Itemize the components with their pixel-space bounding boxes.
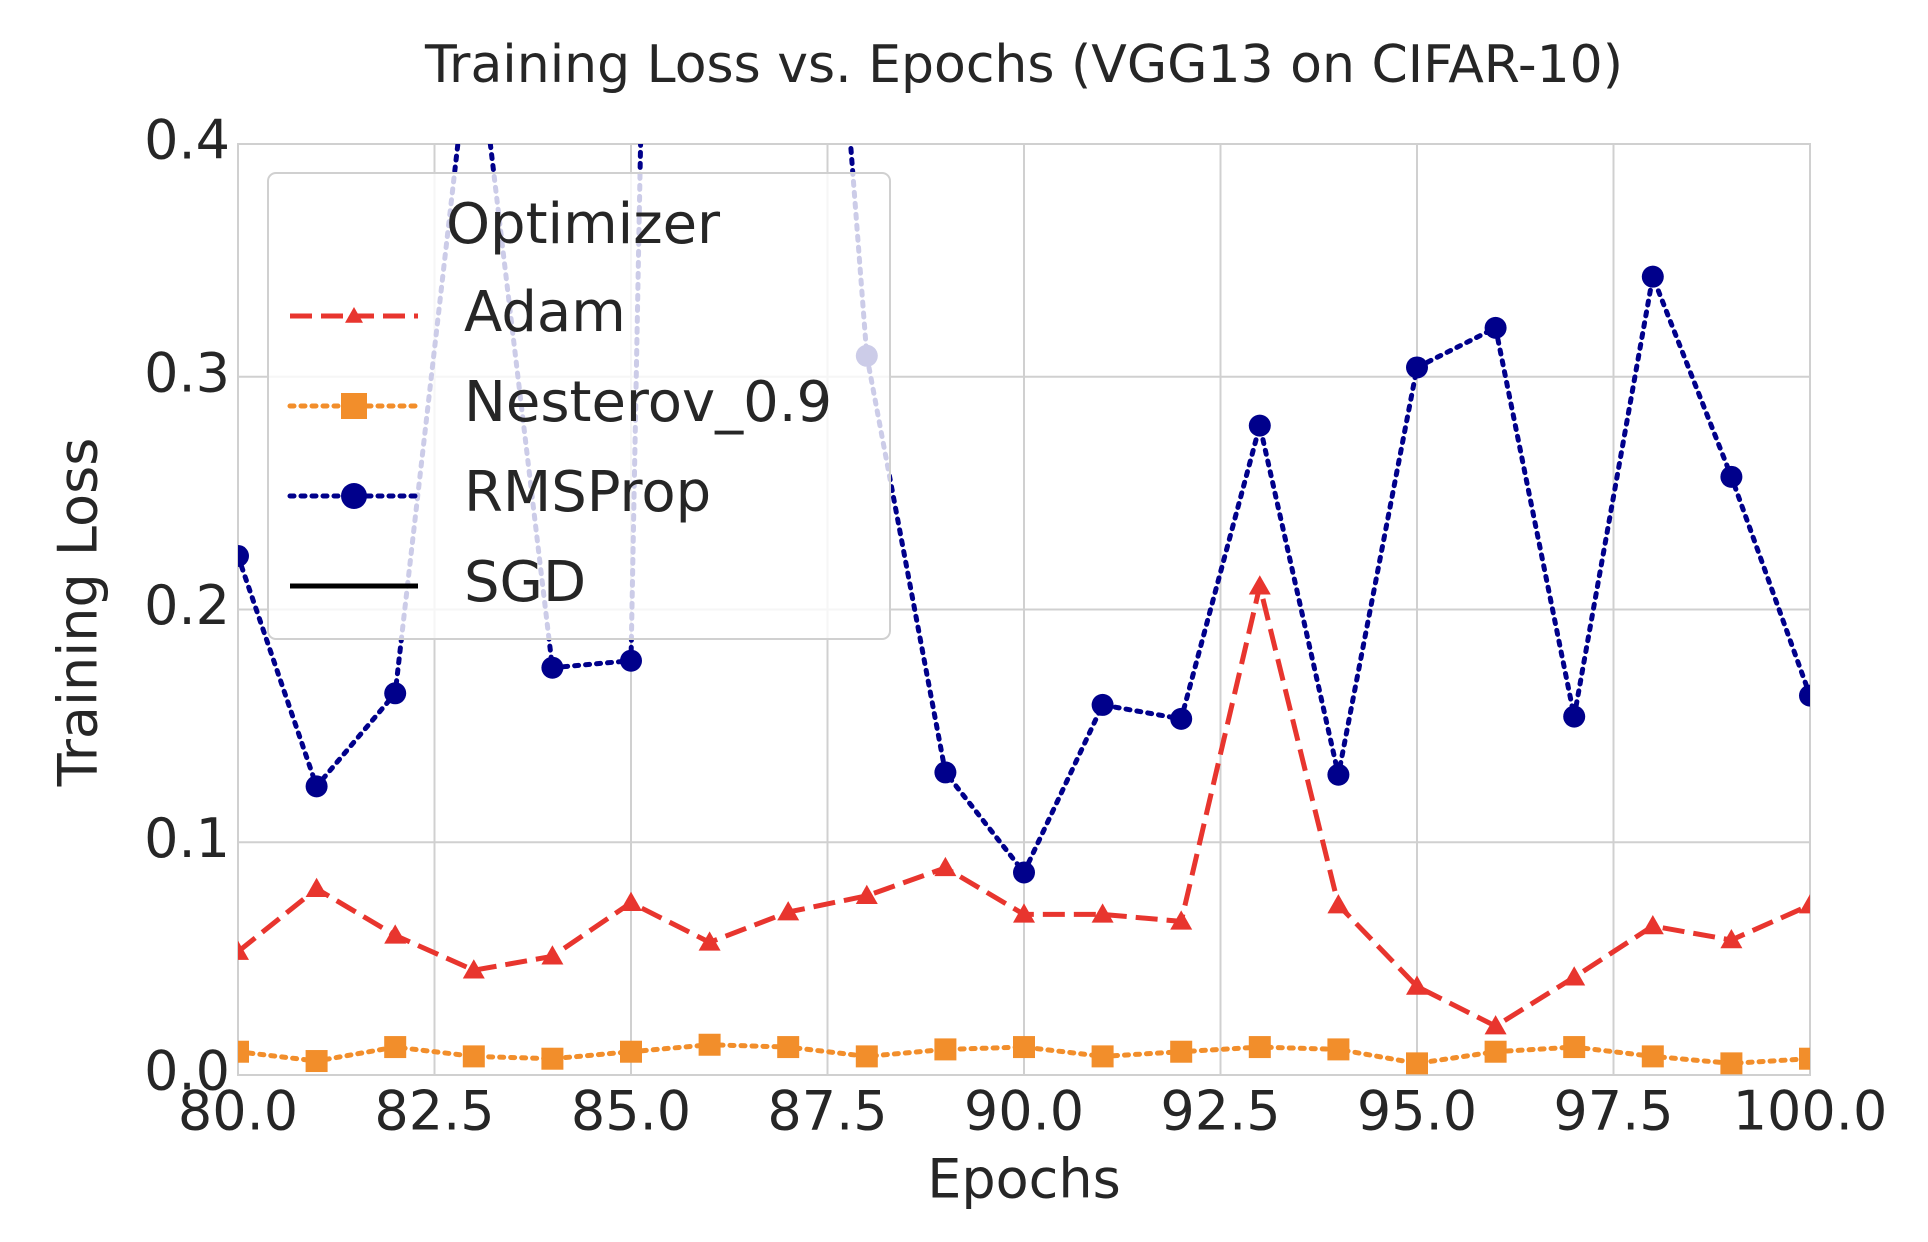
y-tick-label: 0.4: [144, 109, 230, 172]
point-marker: [341, 393, 367, 419]
legend-box: [267, 172, 891, 640]
point-marker: [305, 775, 328, 798]
point-marker: [1091, 693, 1114, 716]
point-marker: [1720, 1052, 1743, 1075]
point-marker: [1799, 894, 1810, 914]
point-marker: [1484, 1040, 1507, 1063]
point-marker: [463, 0, 485, 15]
point-marker: [238, 940, 249, 960]
point-marker: [1799, 684, 1810, 707]
point-marker: [934, 1038, 957, 1061]
point-marker: [1013, 861, 1035, 884]
point-marker: [1406, 975, 1428, 995]
point-marker: [1248, 1036, 1271, 1059]
point-marker: [462, 959, 485, 979]
y-tick-label: 0.0: [144, 1040, 230, 1103]
point-marker: [855, 1045, 878, 1068]
point-marker: [238, 1040, 249, 1063]
point-marker: [777, 1036, 800, 1059]
point-marker: [934, 761, 957, 784]
point-marker: [1327, 763, 1350, 786]
point-marker: [541, 1047, 564, 1070]
point-marker: [1170, 910, 1193, 930]
point-marker: [384, 924, 407, 944]
point-marker: [305, 877, 328, 898]
point-marker: [620, 1040, 642, 1063]
y-tick-label: 0.1: [144, 807, 230, 870]
point-marker: [1641, 1045, 1664, 1068]
point-marker: [1248, 575, 1271, 595]
point-marker: [541, 945, 564, 965]
point-marker: [341, 483, 367, 509]
point-marker: [1563, 705, 1586, 728]
point-marker: [777, 901, 800, 921]
point-marker: [1484, 1015, 1507, 1035]
point-marker: [305, 1050, 328, 1073]
x-tick-label: 97.5: [1553, 1080, 1673, 1143]
point-marker: [1091, 1045, 1114, 1068]
point-marker: [855, 884, 878, 905]
point-marker: [1720, 929, 1743, 949]
point-marker: [541, 656, 564, 679]
point-marker: [698, 931, 721, 951]
point-marker: [1563, 966, 1586, 986]
y-axis-label: Training Loss: [47, 438, 110, 788]
point-marker: [1641, 265, 1664, 288]
point-marker: [1170, 1040, 1193, 1063]
point-marker: [1248, 414, 1271, 437]
x-tick-label: 95.0: [1357, 1080, 1477, 1143]
point-marker: [1013, 903, 1035, 923]
x-tick-label: 85.0: [571, 1080, 691, 1143]
point-marker: [1641, 915, 1664, 935]
x-tick-label: 80.0: [178, 1080, 298, 1143]
point-marker: [1484, 316, 1507, 339]
legend-label: SGD: [464, 550, 586, 615]
point-marker: [384, 1036, 407, 1059]
point-marker: [1799, 1047, 1810, 1070]
y-tick-label: 0.3: [144, 341, 230, 404]
legend-label: Nesterov_0.9: [464, 370, 832, 435]
point-marker: [1563, 1036, 1586, 1059]
legend-label: RMSProp: [464, 460, 711, 525]
point-marker: [620, 891, 642, 912]
x-tick-label: 92.5: [1160, 1080, 1280, 1143]
point-marker: [1091, 903, 1114, 923]
x-tick-label: 90.0: [964, 1080, 1084, 1143]
point-marker: [1327, 1038, 1350, 1061]
x-tick-label: 87.5: [767, 1080, 887, 1143]
point-marker: [1406, 1052, 1428, 1075]
point-marker: [345, 307, 363, 323]
point-marker: [1327, 894, 1350, 914]
legend-title: Optimizer: [446, 192, 721, 257]
point-marker: [620, 649, 642, 672]
point-marker: [934, 856, 957, 877]
point-marker: [1013, 1036, 1035, 1059]
point-marker: [698, 1033, 721, 1056]
y-tick-label: 0.2: [144, 574, 230, 637]
chart-title: Training Loss vs. Epochs (VGG13 on CIFAR…: [424, 35, 1623, 95]
point-marker: [1720, 465, 1743, 488]
x-tick-label: 100.0: [1733, 1080, 1888, 1143]
x-tick-label: 82.5: [374, 1080, 494, 1143]
x-axis-label: Epochs: [927, 1148, 1120, 1211]
point-marker: [238, 544, 249, 567]
point-marker: [462, 1045, 485, 1068]
point-marker: [1170, 707, 1193, 730]
legend-label: Adam: [464, 280, 626, 345]
point-marker: [1406, 356, 1428, 379]
point-marker: [384, 682, 407, 705]
